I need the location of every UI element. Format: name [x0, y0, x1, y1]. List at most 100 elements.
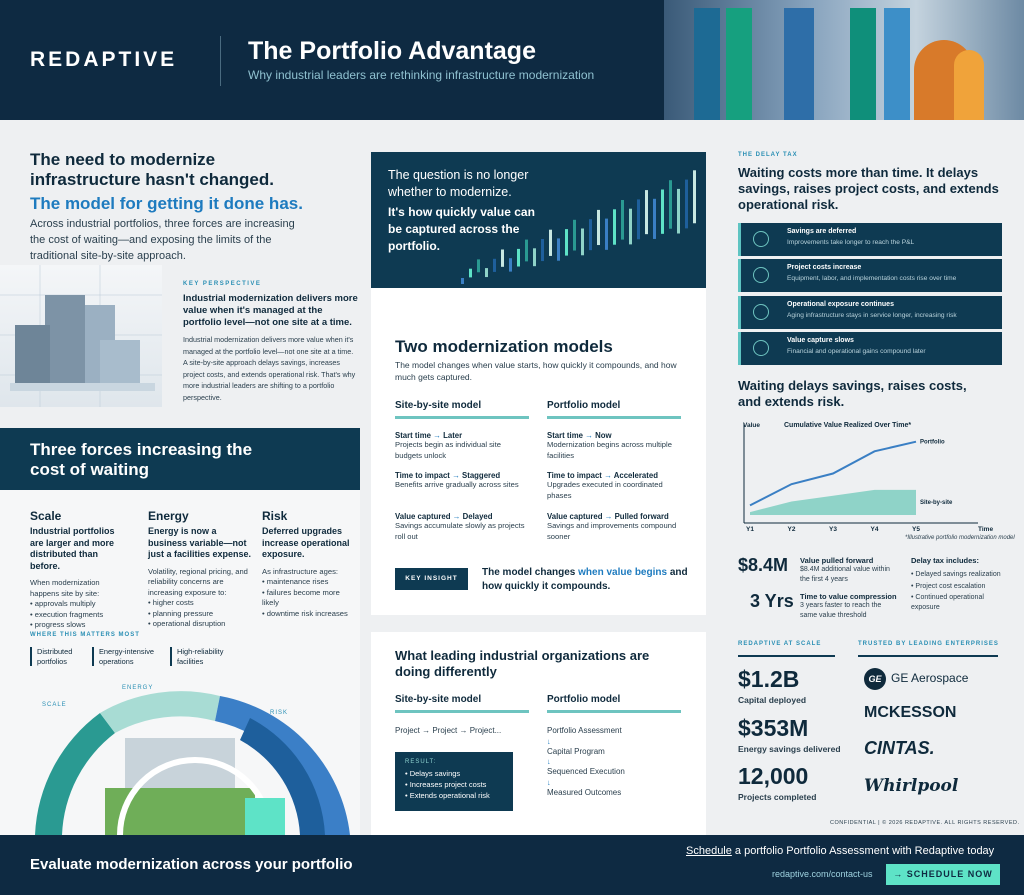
decor-bar — [469, 268, 472, 278]
redaptive-logo: REDAPTIVE — [30, 48, 178, 71]
force-bullet: • approvals multiply — [30, 599, 96, 608]
force-scale: Scale Industrial portfolios are larger a… — [30, 509, 130, 631]
forces-arc-graphic — [30, 678, 360, 835]
force-lead: Energy is now a business variable—not ju… — [148, 526, 252, 559]
arc-label-scale: SCALE — [42, 702, 67, 708]
leaders-title: What leading industrial organizations ar… — [395, 648, 650, 679]
delay-tax-item: • Project cost escalation — [911, 583, 986, 590]
force-lead: Deferred upgrades increase operational e… — [262, 526, 350, 559]
stat-detail: Value pulled forward $8.4M additional va… — [800, 556, 890, 583]
footer-bar — [0, 835, 1024, 895]
force-sub: As infrastructure ages: — [262, 566, 338, 576]
scale-kicker: REDAPTIVE AT SCALE — [738, 641, 822, 647]
decor-bar — [525, 239, 528, 262]
model-row: Value captured → Delayed Savings accumul… — [395, 512, 525, 541]
delay-item-title: Savings are deferred — [787, 228, 857, 235]
leaders-col-portfolio: Portfolio model Portfolio Assessment ↓ C… — [547, 694, 681, 798]
scale-label: Capital deployed — [738, 695, 807, 705]
column-rule — [547, 416, 681, 419]
column-rule — [395, 710, 529, 713]
confidential-notice: CONFIDENTIAL | © 2026 REDAPTIVE. ALL RIG… — [830, 820, 1020, 826]
question-panel — [371, 152, 706, 288]
key-perspective-kicker: KEY PERSPECTIVE — [183, 281, 262, 287]
decor-bar — [629, 208, 632, 245]
chart-title: Cumulative Value Realized Over Time* — [784, 422, 911, 429]
decor-bar — [461, 278, 464, 284]
delay-item: Project costs increase Equipment, labor,… — [738, 259, 1002, 292]
scale-value: $353M — [738, 715, 809, 741]
brand-ge: GE Aerospace — [891, 671, 969, 685]
bars-graphic — [461, 170, 696, 284]
schedule-now-button[interactable]: → SCHEDULE NOW — [886, 864, 1000, 885]
decor-bar — [677, 188, 680, 234]
delay-tax-item: • Delayed savings realization — [911, 571, 1001, 578]
brand-cintas: CINTAS. — [864, 738, 935, 758]
delay-item-title: Project costs increase — [787, 264, 862, 271]
key-insight-badge: KEY INSIGHT — [395, 568, 468, 590]
delay-item-desc: Financial and operational gains compound… — [787, 348, 926, 355]
arc-label-risk: RISK — [270, 710, 289, 716]
column-heading: Portfolio model — [547, 400, 621, 411]
delay-item-title: Value capture slows — [787, 337, 854, 344]
force-bullet: • progress slows — [30, 620, 86, 629]
series-portfolio-line — [749, 440, 917, 507]
force-sub: Volatility, regional pricing, and reliab… — [148, 566, 248, 597]
forces-band — [0, 428, 360, 490]
decor-bar — [621, 200, 624, 240]
decor-bar — [501, 249, 504, 267]
chart-heading: Waiting delays savings, raises costs, an… — [738, 378, 967, 409]
page-title: The Portfolio Advantage — [248, 37, 536, 65]
key-perspective-heading: Industrial modernization delivers more v… — [183, 293, 358, 328]
column-rule — [547, 710, 681, 713]
decor-bar — [493, 258, 496, 272]
contact-url-link[interactable]: redaptive.com/contact-us — [772, 869, 873, 879]
delay-tax-title: Delay tax includes: — [911, 556, 979, 565]
step: Measured Outcomes — [547, 787, 622, 797]
result-item: • Delays savings — [405, 769, 461, 778]
footer-headline: Evaluate modernization across your portf… — [30, 856, 353, 873]
decor-bar — [477, 259, 480, 273]
delay-kicker: THE DELAY TAX — [738, 152, 798, 158]
force-risk: Risk Deferred upgrades increase operatio… — [262, 509, 358, 619]
decor-bar — [597, 209, 600, 246]
x-tick-label: Y3 — [829, 526, 837, 533]
force-sub: When modernization happens site by site: — [30, 578, 100, 598]
where-title: WHERE THIS MATTERS MOST — [30, 632, 140, 638]
decor-bar — [533, 248, 536, 267]
scale-value: $1.2B — [738, 666, 800, 692]
decor-bar — [685, 179, 688, 229]
delay-item-desc: Improvements take longer to reach the P&… — [787, 239, 915, 246]
force-bullet: • failures become more likely — [262, 587, 340, 608]
delay-item: Savings are deferred Improvements take l… — [738, 223, 1002, 256]
series-label-portfolio: Portfolio — [920, 440, 945, 446]
intro-heading: The need to modernize infrastructure has… — [30, 150, 274, 189]
down-arrow-icon: ↓ — [547, 757, 551, 766]
x-tick-label: Y4 — [871, 526, 879, 533]
force-bullet: • downtime risk increases — [262, 608, 348, 618]
decor-bar — [509, 258, 512, 272]
stat-detail: Time to value compression 3 years faster… — [800, 592, 897, 619]
gear-icon — [753, 267, 769, 283]
model-row: Time to impact → Staggered Benefits arri… — [395, 471, 519, 489]
decor-bar — [549, 229, 552, 256]
decor-bar — [693, 170, 696, 224]
page-subtitle: Why industrial leaders are rethinking in… — [248, 68, 595, 82]
value-chart: Value Cumulative Value Realized Over Tim… — [738, 415, 1004, 545]
scale-label: Projects completed — [738, 792, 817, 802]
trusted-rule — [858, 655, 998, 657]
schedule-link[interactable]: Schedule — [686, 845, 732, 857]
models-panel — [371, 288, 706, 615]
models-title: Two modernization models — [395, 337, 613, 356]
step: Sequenced Execution — [547, 767, 625, 776]
force-bullet: • execution fragments — [30, 609, 104, 619]
trusted-kicker: TRUSTED BY LEADING ENTERPRISES — [858, 641, 999, 647]
key-perspective-body: Industrial modernization delivers more v… — [183, 335, 356, 402]
question-line1: The question is no longer whether to mod… — [388, 168, 529, 199]
decor-bar — [573, 219, 576, 251]
delay-item: Operational exposure continues Aging inf… — [738, 296, 1002, 329]
forces-title: Three forces increasing the cost of wait… — [30, 440, 253, 479]
where-item: High-reliability facilities — [170, 647, 240, 666]
scale-value: 12,000 — [738, 763, 809, 789]
y-axis-label: Value — [743, 422, 760, 429]
force-bullet: • higher costs — [148, 598, 194, 607]
